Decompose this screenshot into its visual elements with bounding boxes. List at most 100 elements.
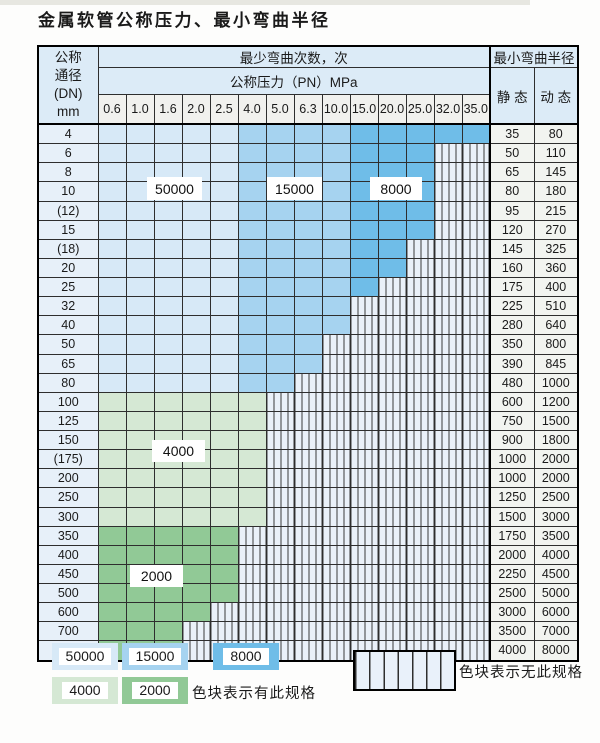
pressure-tick: 1.6: [153, 94, 183, 125]
spec-available-cell: [265, 123, 295, 145]
cycles-label-8000: 8000: [370, 177, 422, 200]
spec-available-cell: [321, 181, 351, 202]
dynamic-radius-cell: 4000: [533, 544, 579, 565]
static-radius-cell: 390: [489, 353, 535, 374]
spec-available-cell: [293, 123, 323, 145]
spec-available-cell: [377, 123, 407, 145]
spec-unavailable-cell: [433, 449, 463, 470]
pressure-tick: 4.0: [237, 94, 267, 125]
dynamic-radius-cell: 325: [533, 238, 579, 259]
spec-available-cell: [97, 353, 127, 374]
pressure-tick: 15.0: [349, 94, 379, 125]
dynamic-radius-cell: 4500: [533, 563, 579, 585]
spec-unavailable-cell: [461, 468, 491, 489]
pressure-header: 公称压力（PN）MPa: [97, 67, 491, 95]
table-row: 125 750 1500: [37, 410, 579, 432]
spec-available-cell: [153, 200, 183, 221]
dn-cell: 25: [37, 276, 99, 298]
spec-available-cell: [97, 334, 127, 355]
pressure-tick: 35.0: [461, 94, 491, 125]
spec-unavailable-cell: [349, 582, 379, 604]
dn-cell: 20: [37, 257, 99, 279]
dn-cell: 150: [37, 429, 99, 451]
static-radius-cell: 750: [489, 410, 535, 432]
dn-cell: 80: [37, 372, 99, 393]
static-radius-cell: 1250: [489, 487, 535, 508]
dynamic-radius-cell: 1500: [533, 410, 579, 432]
spec-available-cell: [97, 219, 127, 240]
spec-available-cell: [237, 429, 267, 451]
spec-unavailable-cell: [377, 296, 407, 317]
min-radius-header: 最小弯曲半径: [489, 45, 579, 68]
spec-unavailable-cell: [405, 506, 435, 527]
static-radius-cell: 900: [489, 429, 535, 451]
spec-available-cell: [97, 449, 127, 470]
dynamic-radius-cell: 215: [533, 200, 579, 221]
dn-cell: 500: [37, 582, 99, 604]
spec-unavailable-cell: [433, 315, 463, 336]
spec-unavailable-cell: [433, 219, 463, 240]
spec-available-cell: [265, 334, 295, 355]
spec-unavailable-cell: [433, 257, 463, 279]
spec-available-cell: [97, 602, 127, 623]
legend-hatch-box: [353, 650, 456, 691]
spec-available-cell: [209, 276, 239, 298]
spec-unavailable-cell: [405, 621, 435, 642]
legend-swatch-50000: 50000: [52, 643, 118, 670]
spec-unavailable-cell: [405, 353, 435, 374]
spec-unavailable-cell: [293, 563, 323, 585]
spec-available-cell: [349, 143, 379, 164]
spec-available-cell: [265, 372, 295, 393]
spec-unavailable-cell: [321, 410, 351, 432]
table-row: (175) 1000 2000: [37, 449, 579, 470]
table-row: 450 2250 4500: [37, 563, 579, 585]
spec-available-cell: [265, 353, 295, 374]
spec-available-cell: [125, 621, 155, 642]
spec-available-cell: [209, 257, 239, 279]
spec-available-cell: [181, 123, 211, 145]
spec-unavailable-cell: [433, 353, 463, 374]
table-row: 200 1000 2000: [37, 468, 579, 489]
spec-available-cell: [97, 123, 127, 145]
dn-column-header: 公称 通径 (DN) mm: [37, 45, 99, 125]
spec-available-cell: [237, 296, 267, 317]
spec-available-cell: [349, 123, 379, 145]
spec-unavailable-cell: [405, 257, 435, 279]
dn-cell: 32: [37, 296, 99, 317]
table-row: 15 120 270: [37, 219, 579, 240]
pressure-tick: 20.0: [377, 94, 407, 125]
dynamic-radius-cell: 510: [533, 296, 579, 317]
spec-unavailable-cell: [321, 372, 351, 393]
spec-available-cell: [153, 372, 183, 393]
spec-available-cell: [209, 410, 239, 432]
spec-unavailable-cell: [433, 143, 463, 164]
static-radius-cell: 145: [489, 238, 535, 259]
spec-unavailable-cell: [321, 602, 351, 623]
static-radius-cell: 50: [489, 143, 535, 164]
dynamic-radius-cell: 1800: [533, 429, 579, 451]
spec-available-cell: [153, 506, 183, 527]
static-radius-cell: 120: [489, 219, 535, 240]
spec-unavailable-cell: [377, 525, 407, 546]
spec-unavailable-cell: [377, 468, 407, 489]
spec-unavailable-cell: [461, 640, 491, 661]
spec-available-cell: [209, 582, 239, 604]
spec-unavailable-cell: [349, 334, 379, 355]
spec-available-cell: [97, 544, 127, 565]
spec-unavailable-cell: [265, 544, 295, 565]
spec-available-cell: [209, 391, 239, 412]
spec-unavailable-cell: [405, 544, 435, 565]
spec-available-cell: [209, 334, 239, 355]
table-row: 4 35 80: [37, 123, 579, 145]
spec-unavailable-cell: [265, 563, 295, 585]
spec-unavailable-cell: [405, 582, 435, 604]
spec-available-cell: [209, 143, 239, 164]
spec-available-cell: [181, 544, 211, 565]
spec-unavailable-cell: [293, 602, 323, 623]
dn-cell: 6: [37, 143, 99, 164]
spec-unavailable-cell: [349, 391, 379, 412]
spec-available-cell: [153, 410, 183, 432]
table-row: 300 1500 3000: [37, 506, 579, 527]
pressure-tick: 0.6: [97, 94, 127, 125]
spec-available-cell: [209, 219, 239, 240]
